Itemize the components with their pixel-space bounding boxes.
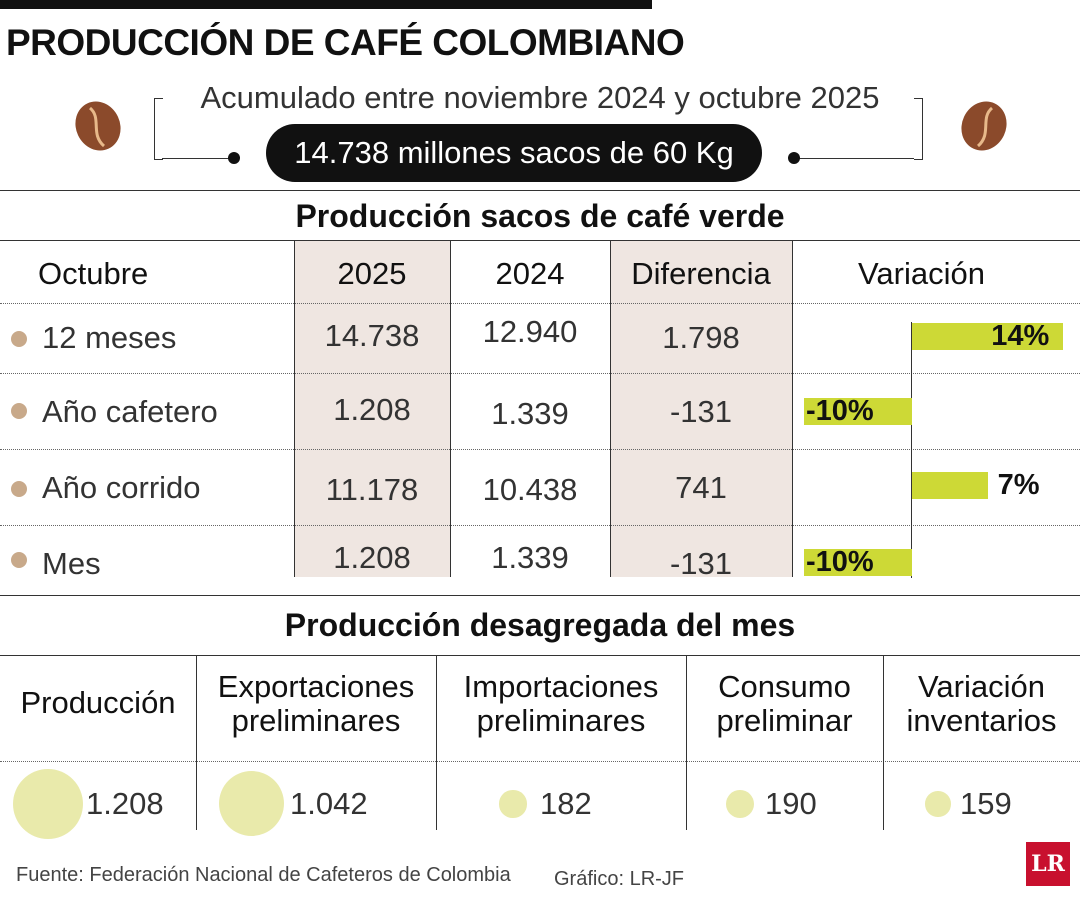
variation-bar xyxy=(804,398,912,425)
bubble-value: 159 xyxy=(960,786,1012,821)
breakdown-header-exportaciones: Exportaciones preliminares xyxy=(217,669,415,738)
row-bullet xyxy=(11,481,27,497)
bubble xyxy=(219,771,285,837)
bracket-dot xyxy=(228,152,240,164)
cell-2024: 10.438 xyxy=(482,472,578,507)
bubble-value: 190 xyxy=(765,786,817,821)
variation-bar xyxy=(912,472,988,499)
left-bracket xyxy=(154,98,163,160)
breakdown-header-consumo: Consumo preliminar xyxy=(716,669,853,738)
row-label-12-meses: 12 meses xyxy=(42,320,177,355)
section-rule xyxy=(0,595,1080,596)
variation-axis xyxy=(911,322,912,578)
row-bullet xyxy=(11,403,27,419)
cell-2024: 12.940 xyxy=(482,314,578,349)
column-shade-diferencia xyxy=(610,241,792,577)
header-2024: 2024 xyxy=(495,256,565,291)
row-label-ano-cafetero: Año cafetero xyxy=(42,394,218,429)
page-title: PRODUCCIÓN DE CAFÉ COLOMBIANO xyxy=(6,22,685,63)
row-divider xyxy=(0,525,1080,526)
header-diferencia: Diferencia xyxy=(631,256,771,291)
variation-label: -10% xyxy=(806,546,874,578)
bubble xyxy=(726,790,754,818)
variation-label: -10% xyxy=(806,395,874,427)
column-divider xyxy=(450,241,451,577)
cell-diferencia: 741 xyxy=(675,470,727,505)
row-divider xyxy=(0,373,1080,374)
variation-label: 14% xyxy=(991,320,1050,352)
cell-2025: 14.738 xyxy=(324,318,420,353)
bubble-value: 1.042 xyxy=(290,786,368,821)
cell-diferencia: -131 xyxy=(669,546,733,581)
bubble xyxy=(925,791,951,817)
breakdown-header-inventarios: Variación inventarios xyxy=(906,669,1057,738)
header-variacion: Variación xyxy=(858,256,985,291)
cell-2024: 1.339 xyxy=(491,540,569,575)
header-2025: 2025 xyxy=(337,256,407,291)
coffee-bean-icon xyxy=(961,101,1007,151)
source-text: Fuente: Federación Nacional de Cafeteros… xyxy=(16,864,511,886)
column-divider xyxy=(196,656,197,830)
bubble-value: 1.208 xyxy=(86,786,164,821)
column-divider xyxy=(436,656,437,830)
column-divider xyxy=(883,656,884,830)
left-bracket-line xyxy=(162,158,232,159)
cell-2025: 1.208 xyxy=(333,392,411,427)
breakdown-header-importaciones: Importaciones preliminares xyxy=(463,669,659,738)
section-rule xyxy=(0,240,1080,241)
lr-logo: LR xyxy=(1026,842,1070,886)
bubble xyxy=(499,790,527,818)
row-label-ano-corrido: Año corrido xyxy=(42,470,201,505)
subtitle: Acumulado entre noviembre 2024 y octubre… xyxy=(200,80,880,115)
row-bullet xyxy=(11,331,27,347)
cell-diferencia: -131 xyxy=(669,394,733,429)
cell-diferencia: 1.798 xyxy=(662,320,740,355)
row-divider xyxy=(0,303,1080,304)
row-label-mes: Mes xyxy=(42,546,101,581)
breakdown-header-produccion: Producción xyxy=(20,685,176,720)
header-octubre: Octubre xyxy=(38,256,149,291)
row-divider xyxy=(0,449,1080,450)
cell-2024: 1.339 xyxy=(491,396,569,431)
right-bracket-line xyxy=(794,158,914,159)
table-title: Producción sacos de café verde xyxy=(295,198,785,234)
top-rule xyxy=(0,0,652,9)
column-divider xyxy=(294,241,295,577)
highlight-pill: 14.738 millones sacos de 60 Kg xyxy=(266,124,762,182)
column-divider xyxy=(686,656,687,830)
variation-label: 7% xyxy=(997,469,1040,501)
column-divider xyxy=(792,241,793,577)
variation-bar xyxy=(804,549,912,576)
column-divider xyxy=(610,241,611,577)
variation-bar xyxy=(912,323,1064,350)
bubble-value: 182 xyxy=(540,786,592,821)
section-rule xyxy=(0,190,1080,191)
row-bullet xyxy=(11,552,27,568)
cell-2025: 11.178 xyxy=(325,472,419,507)
bubble xyxy=(13,769,83,839)
row-divider xyxy=(0,761,1080,762)
section-rule xyxy=(0,655,1080,656)
coffee-bean-icon xyxy=(75,101,121,151)
cell-2025: 1.208 xyxy=(333,540,411,575)
column-shade-2025 xyxy=(294,241,450,577)
credit-text: Gráfico: LR-JF xyxy=(554,868,685,890)
bracket-dot xyxy=(788,152,800,164)
right-bracket xyxy=(914,98,923,160)
breakdown-title: Producción desagregada del mes xyxy=(284,607,796,643)
